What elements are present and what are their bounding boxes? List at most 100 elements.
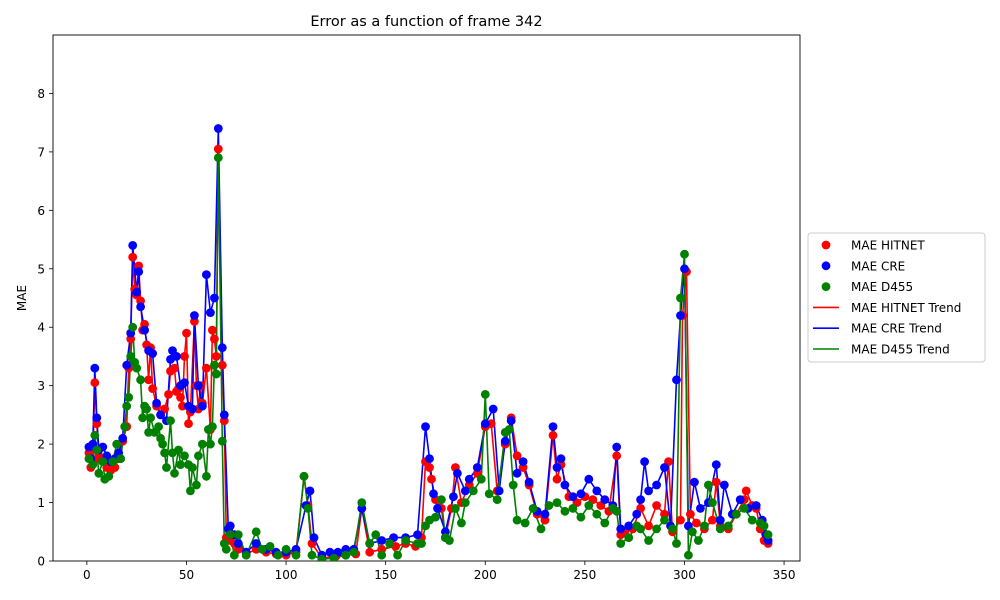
data-point <box>241 550 251 560</box>
data-point <box>568 492 578 502</box>
data-point <box>660 515 669 525</box>
data-point <box>210 293 219 303</box>
data-point <box>160 448 170 458</box>
data-point <box>504 425 514 434</box>
data-point <box>120 422 130 431</box>
data-point <box>704 480 713 490</box>
data-point <box>393 550 402 560</box>
data-point <box>612 506 622 516</box>
data-point <box>166 416 175 426</box>
data-point <box>576 512 586 522</box>
data-point <box>202 471 211 481</box>
data-point <box>612 442 622 452</box>
data-point <box>377 536 387 545</box>
data-point <box>600 518 610 528</box>
data-point <box>472 463 482 472</box>
data-point <box>136 302 146 312</box>
data-point <box>88 460 98 469</box>
data-point <box>265 542 275 551</box>
data-point <box>460 498 470 507</box>
data-point <box>192 480 201 490</box>
data-point <box>548 430 558 440</box>
data-point <box>98 457 108 466</box>
data-point <box>217 436 227 446</box>
data-point <box>184 419 193 429</box>
series-line-1 <box>88 148 769 559</box>
data-point <box>464 474 474 484</box>
data-point <box>213 124 223 133</box>
x-tick-label: 250 <box>573 568 596 582</box>
data-point <box>584 501 594 510</box>
data-point <box>307 550 317 560</box>
data-point <box>170 468 179 478</box>
data-point <box>365 547 375 557</box>
data-point <box>739 504 749 513</box>
legend-label: MAE HITNET Trend <box>851 301 961 315</box>
data-point <box>108 457 118 466</box>
x-tick-label: 150 <box>374 568 397 582</box>
data-point <box>680 264 689 274</box>
data-point <box>668 524 677 534</box>
data-point <box>592 509 602 519</box>
data-point <box>92 445 102 455</box>
data-point <box>217 360 227 370</box>
data-point <box>612 451 622 461</box>
data-point <box>652 480 661 490</box>
data-point <box>751 501 761 510</box>
data-point <box>349 547 359 557</box>
plot-frame <box>52 34 801 562</box>
data-point <box>202 363 211 373</box>
data-point <box>576 489 586 499</box>
data-point <box>208 422 217 431</box>
x-tick-label: 100 <box>275 568 298 582</box>
data-point <box>476 474 486 484</box>
data-point <box>152 398 162 408</box>
data-point <box>425 454 434 464</box>
data-point <box>208 325 217 335</box>
legend-label: MAE D455 <box>851 280 913 294</box>
data-point <box>506 416 516 426</box>
data-point <box>747 515 757 525</box>
data-point <box>170 363 179 373</box>
data-point <box>700 521 709 531</box>
data-point <box>708 515 717 525</box>
y-tick-label: 1 <box>37 496 45 510</box>
data-point <box>206 308 215 317</box>
data-point <box>210 334 219 344</box>
data-point <box>94 468 104 478</box>
data-point <box>92 413 102 423</box>
data-point <box>182 328 191 338</box>
data-point <box>632 509 642 519</box>
data-point <box>524 477 534 487</box>
data-point <box>164 390 173 399</box>
data-point <box>186 486 195 496</box>
data-point <box>213 153 223 163</box>
data-point <box>136 375 146 385</box>
data-point <box>104 471 114 481</box>
y-tick-label: 6 <box>37 204 45 218</box>
data-point <box>680 249 689 259</box>
data-point <box>492 495 502 504</box>
data-point <box>676 515 685 525</box>
data-point <box>449 492 458 502</box>
data-point <box>122 401 132 411</box>
data-point <box>299 471 309 481</box>
legend-label: MAE D455 Trend <box>851 343 950 357</box>
data-point <box>552 498 562 507</box>
data-point <box>624 533 634 542</box>
legend-marker <box>821 282 831 291</box>
data-point <box>251 527 261 537</box>
data-point <box>194 381 203 391</box>
data-point <box>413 530 422 540</box>
legend-marker <box>821 240 831 250</box>
data-point <box>512 468 522 478</box>
data-point <box>174 445 183 455</box>
data-point <box>202 270 211 279</box>
data-point <box>592 486 602 496</box>
data-point <box>711 460 721 469</box>
data-point <box>90 363 100 373</box>
data-point <box>672 375 681 385</box>
data-point <box>536 524 546 534</box>
y-axis-label: MAE <box>15 285 29 311</box>
